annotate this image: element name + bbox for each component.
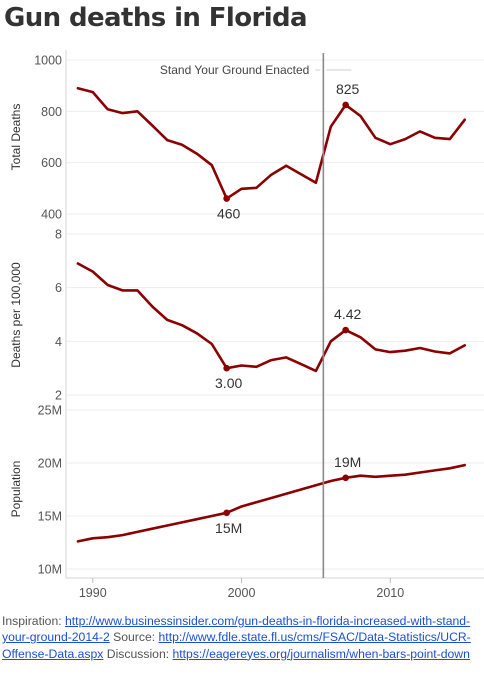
x-tick-label: 1990	[79, 586, 107, 600]
deaths-per-100-000-marker	[223, 364, 230, 372]
chart-area: 400 600 800 1000 Total Deaths 460 825 2 4 6 8 Death…	[9, 50, 484, 600]
population-annotation-label: 19M	[334, 454, 361, 470]
population-annotation-label: 15M	[215, 520, 242, 536]
total-deaths-axis-label: Total Deaths	[9, 104, 23, 171]
deaths-per-100-000-tick-label: 4	[55, 335, 62, 349]
caption: Inspiration: http://www.businessinsider.…	[2, 613, 482, 662]
total-deaths-tick-label: 600	[41, 156, 62, 170]
population-marker	[342, 474, 349, 482]
inspiration-label: Inspiration:	[2, 614, 62, 628]
total-deaths-annotation-label: 460	[217, 206, 241, 222]
total-deaths-line	[76, 86, 467, 200]
total-deaths-tick-label: 1000	[34, 54, 62, 68]
total-deaths-marker	[342, 101, 349, 109]
total-deaths-tick-label: 800	[41, 105, 62, 119]
x-tick-label: 2000	[228, 586, 256, 600]
population-marker	[223, 509, 230, 517]
deaths-per-100-000-annotation-label: 3.00	[215, 375, 242, 391]
page-title: Gun deaths in Florida	[4, 3, 308, 33]
deaths-per-100-000-line	[76, 262, 467, 373]
deaths-per-100-000-tick-label: 6	[55, 281, 62, 295]
source-link[interactable]: http://www.fdle.state.fl.us/cms/FSAC/Dat…	[2, 630, 471, 661]
population-tick-label: 25M	[38, 404, 62, 418]
deaths-per-100-000-marker	[342, 326, 349, 334]
reference-label: Stand Your Ground Enacted	[160, 63, 309, 77]
source-label: Source:	[113, 630, 156, 645]
total-deaths-marker	[223, 195, 230, 202]
deaths-per-100-000-tick-label: 8	[55, 228, 62, 242]
total-deaths-annotation-label: 825	[336, 81, 360, 97]
x-tick-label: 2010	[376, 586, 404, 600]
inspiration-link[interactable]: http://www.businessinsider.com/gun-death…	[2, 614, 471, 645]
discussion-label: Discussion:	[106, 646, 170, 661]
deaths-per-100-000-tick-label: 2	[55, 389, 62, 403]
deaths-per-100-000-axis-label: Deaths per 100,000	[9, 262, 23, 368]
total-deaths-tick-label: 400	[41, 208, 62, 222]
population-line	[76, 463, 467, 543]
population-tick-label: 10M	[38, 563, 62, 577]
discussion-link[interactable]: https://eagereyes.org/journalism/when-ba…	[172, 646, 470, 661]
population-tick-label: 15M	[38, 510, 62, 524]
population-tick-label: 20M	[38, 457, 62, 471]
population-axis-label: Population	[9, 461, 23, 518]
deaths-per-100-000-annotation-label: 4.42	[334, 306, 361, 322]
